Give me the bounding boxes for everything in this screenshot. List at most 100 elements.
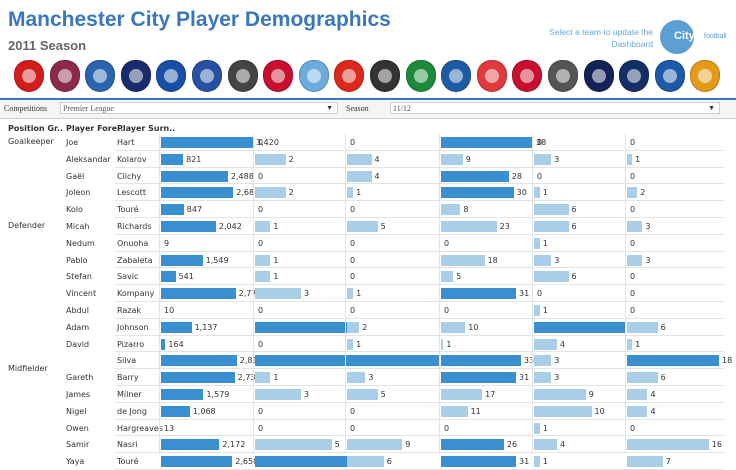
table-row[interactable]: Nedum Onuoha 9 0 0 0 1 0: [0, 235, 736, 252]
metric-bar[interactable]: [627, 221, 643, 232]
liverpool-crest-icon[interactable]: [263, 60, 294, 92]
qpr-crest-icon[interactable]: [441, 60, 472, 92]
metric-bar[interactable]: [347, 338, 354, 350]
metric-bar[interactable]: [627, 254, 643, 266]
everton-crest-icon[interactable]: [192, 60, 222, 92]
west-brom-crest-icon[interactable]: [619, 60, 650, 92]
swansea-crest-icon[interactable]: [548, 60, 578, 92]
metric-bar[interactable]: [627, 405, 648, 417]
metric-bar[interactable]: [255, 439, 332, 451]
metric-bar[interactable]: [534, 338, 557, 350]
metric-bar[interactable]: [161, 288, 236, 300]
metric-bar[interactable]: [441, 389, 483, 400]
metric-bar[interactable]: [441, 254, 485, 266]
table-row[interactable]: Joe Hart 3,420 0 0 38 0 0: [0, 134, 736, 151]
table-row[interactable]: Gaël Clichy 2,488 0 4 28 0 0: [0, 168, 736, 185]
metric-bar[interactable]: [534, 422, 540, 434]
metric-bar[interactable]: [347, 187, 354, 199]
metric-bar[interactable]: [161, 338, 166, 350]
sunderland-crest-icon[interactable]: [512, 60, 543, 92]
man-city-crest-icon[interactable]: [298, 60, 329, 92]
metric-bar[interactable]: [347, 321, 360, 333]
metric-bar[interactable]: [161, 405, 190, 417]
metric-bar[interactable]: [255, 355, 347, 367]
chelsea-crest-icon[interactable]: [156, 60, 187, 92]
metric-bar[interactable]: [255, 254, 271, 266]
metric-bar[interactable]: [161, 372, 235, 384]
table-row[interactable]: Abdul Razak 10 0 0 0 1 0: [0, 302, 736, 319]
fulham-crest-icon[interactable]: [227, 60, 258, 92]
metric-bar[interactable]: [255, 321, 347, 333]
table-row[interactable]: Aleksandar Kolarov 821 2 4 9 3 1: [0, 151, 736, 168]
metric-bar[interactable]: [534, 254, 552, 266]
aston-villa-crest-icon[interactable]: [49, 60, 80, 92]
table-row[interactable]: Vincent Kompany 2,774 3 1 31 0 0: [0, 285, 736, 302]
metric-bar[interactable]: [255, 153, 286, 165]
man-united-crest-icon[interactable]: [334, 60, 365, 92]
metric-bar[interactable]: [534, 187, 540, 199]
metric-bar[interactable]: [627, 355, 719, 367]
metric-bar[interactable]: [627, 187, 638, 199]
metric-bar[interactable]: [347, 221, 378, 232]
metric-bar[interactable]: [347, 389, 378, 400]
metric-bar[interactable]: [161, 153, 184, 165]
stoke-crest-icon[interactable]: [476, 60, 507, 92]
metric-bar[interactable]: [255, 372, 271, 384]
table-row[interactable]: Joleon Lescott 2,688 2 1 30 1 2: [0, 184, 736, 202]
metric-bar[interactable]: [441, 153, 463, 165]
metric-bar[interactable]: [534, 153, 552, 165]
metric-bar[interactable]: [161, 187, 234, 199]
metric-bar[interactable]: [161, 170, 228, 182]
table-row[interactable]: James Milner 1,579 3 5 17 9 4: [0, 386, 736, 403]
metric-bar[interactable]: [161, 204, 184, 216]
metric-bar[interactable]: [534, 389, 586, 400]
metric-bar[interactable]: [441, 137, 533, 148]
metric-bar[interactable]: [441, 456, 517, 468]
metric-bar[interactable]: [627, 389, 648, 400]
metric-bar[interactable]: [534, 271, 569, 283]
metric-bar[interactable]: [441, 372, 517, 384]
metric-bar[interactable]: [347, 153, 372, 165]
metric-bar[interactable]: [161, 321, 192, 333]
metric-bar[interactable]: [627, 153, 633, 165]
metric-bar[interactable]: [534, 204, 569, 216]
metric-bar[interactable]: [534, 321, 626, 333]
metric-bar[interactable]: [534, 405, 592, 417]
metric-bar[interactable]: [627, 372, 658, 384]
tottenham-crest-icon[interactable]: [583, 60, 614, 92]
column-header-position[interactable]: Position Gr..: [8, 124, 63, 133]
blackburn-crest-icon[interactable]: [85, 60, 116, 92]
metric-bar[interactable]: [161, 355, 237, 367]
metric-bar[interactable]: [161, 439, 220, 451]
metric-bar[interactable]: [255, 271, 271, 283]
table-row[interactable]: Samir Nasri 2,172 5 9 26 4 16: [0, 436, 736, 454]
table-row[interactable]: Owen Hargreaves 13 0 0 0 1 0: [0, 420, 736, 437]
metric-bar[interactable]: [441, 321, 466, 333]
table-row[interactable]: Micah Richards 2,042 1 5 23 6 3: [0, 218, 736, 235]
metric-bar[interactable]: [255, 187, 286, 199]
metric-bar[interactable]: [441, 204, 461, 216]
table-row[interactable]: Stefan Savic 541 1 0 5 6 0: [0, 268, 736, 286]
metric-bar[interactable]: [347, 456, 384, 468]
metric-bar[interactable]: [347, 439, 403, 451]
metric-bar[interactable]: [161, 221, 216, 232]
metric-bar[interactable]: [441, 221, 497, 232]
metric-bar[interactable]: [441, 405, 468, 417]
metric-bar[interactable]: [627, 439, 709, 451]
wigan-crest-icon[interactable]: [654, 60, 685, 92]
metric-bar[interactable]: [534, 237, 540, 249]
column-header-forename[interactable]: Player Fore..: [66, 124, 124, 133]
metric-bar[interactable]: [441, 288, 517, 300]
metric-bar[interactable]: [161, 271, 176, 283]
metric-bar[interactable]: [441, 187, 514, 199]
season-dropdown[interactable]: 11/12 ▼: [390, 102, 720, 114]
metric-bar[interactable]: [441, 170, 509, 182]
metric-bar[interactable]: [534, 305, 540, 316]
metric-bar[interactable]: [161, 389, 204, 400]
metric-bar[interactable]: [347, 355, 439, 367]
newcastle-crest-icon[interactable]: [370, 60, 400, 92]
bolton-crest-icon[interactable]: [120, 60, 151, 92]
metric-bar[interactable]: [627, 338, 633, 350]
